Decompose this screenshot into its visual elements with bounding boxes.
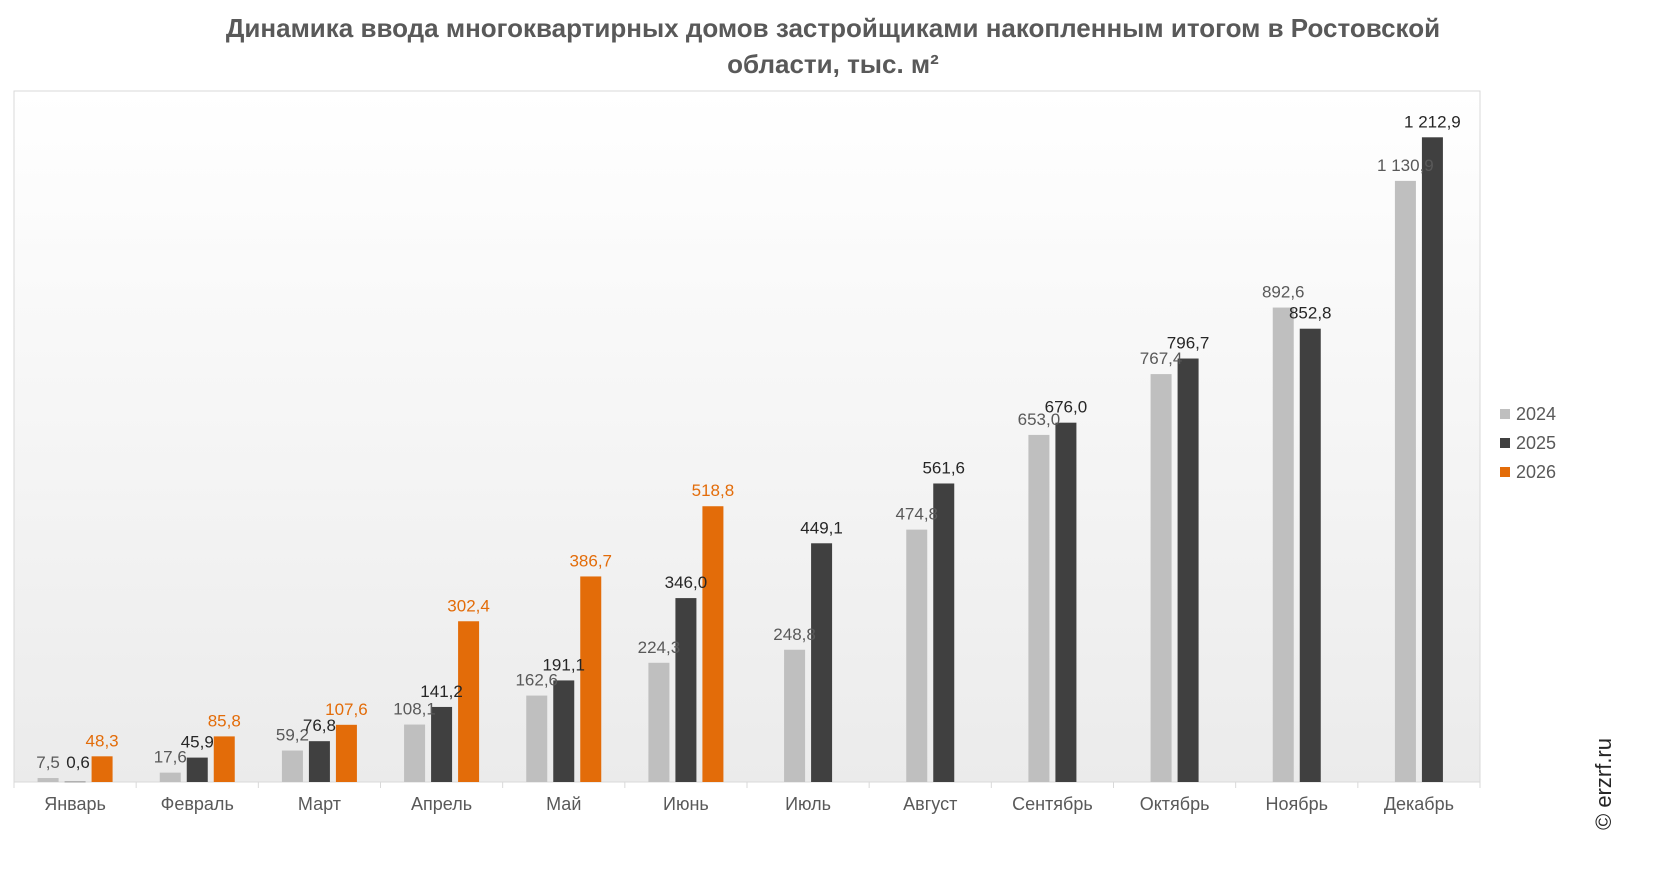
bar-2024 — [526, 695, 548, 782]
bar-2025 — [1177, 358, 1199, 782]
bar-2024 — [159, 772, 181, 782]
data-label-2024: 17,6 — [154, 748, 187, 767]
bar-2025 — [553, 680, 575, 782]
x-axis-labels: Январь Февраль Март Апрель Май Июнь Июль Август… — [44, 794, 1454, 814]
x-tick-label: Май — [546, 794, 581, 814]
bar-2026 — [458, 621, 480, 782]
bar-2025 — [1055, 422, 1077, 782]
data-label-2025: 191,1 — [542, 655, 585, 674]
data-label-2025: 45,9 — [181, 733, 214, 752]
bar-2026 — [702, 506, 724, 782]
data-label-2024: 224,3 — [638, 638, 681, 657]
bar-2024 — [1150, 374, 1172, 782]
bar-2025 — [431, 706, 453, 782]
data-label-2026: 107,6 — [325, 700, 368, 719]
data-label-2025: 449,1 — [800, 518, 843, 537]
data-label-2026: 386,7 — [569, 551, 612, 570]
bar-2025 — [186, 757, 208, 782]
data-label-2026: 518,8 — [692, 481, 735, 500]
bar-2025 — [64, 781, 86, 783]
data-label-2026: 302,4 — [447, 596, 490, 615]
legend-label-2025: 2025 — [1516, 433, 1556, 453]
bar-2024 — [1394, 180, 1416, 782]
data-label-2025: 561,6 — [922, 458, 965, 477]
data-label-2024: 474,8 — [895, 505, 938, 524]
x-tick-label: Октябрь — [1140, 794, 1210, 814]
bar-2026 — [91, 756, 113, 782]
bar-2024 — [784, 649, 806, 782]
x-tick-label: Июль — [785, 794, 831, 814]
bar-2025 — [811, 543, 833, 782]
data-label-2024: 248,8 — [773, 625, 816, 644]
legend-swatch-2024 — [1500, 409, 1510, 419]
x-tick-label: Сентябрь — [1012, 794, 1093, 814]
chart-title: Динамика ввода многоквартирных домов зас… — [0, 10, 1666, 82]
plot-area — [13, 90, 1481, 783]
bar-2025 — [1421, 137, 1443, 782]
data-label-2025: 346,0 — [665, 573, 708, 592]
data-label-2025: 1 212,9 — [1404, 112, 1461, 131]
x-tick-label: Июнь — [663, 794, 709, 814]
data-label-2024: 59,2 — [276, 726, 309, 745]
legend-swatch-2025 — [1500, 438, 1510, 448]
legend: 2024 2025 2026 — [1500, 404, 1556, 482]
bar-2025 — [675, 598, 697, 782]
data-label-2024: 1 130,9 — [1377, 156, 1434, 175]
bar-2024 — [281, 750, 303, 782]
data-label-2024: 892,6 — [1262, 283, 1305, 302]
data-label-2025: 0,6 — [66, 753, 90, 772]
bar-2024 — [1272, 307, 1294, 782]
x-tick-label: Август — [903, 794, 957, 814]
bar-2024 — [37, 778, 59, 782]
legend-label-2026: 2026 — [1516, 462, 1556, 482]
bar-2026 — [213, 736, 235, 782]
data-label-2024: 162,6 — [515, 671, 558, 690]
bar-2025 — [1299, 328, 1321, 782]
data-label-2024: 7,5 — [36, 753, 60, 772]
x-tick-label: Ноябрь — [1266, 794, 1328, 814]
data-label-2026: 85,8 — [208, 711, 241, 730]
watermark-text: © erzrf.ru — [1591, 738, 1616, 830]
x-axis-ticks — [13, 781, 1481, 788]
bar-2024 — [906, 529, 928, 782]
x-tick-label: Февраль — [161, 794, 234, 814]
x-tick-label: Апрель — [411, 794, 472, 814]
data-label-2024: 767,4 — [1140, 349, 1183, 368]
data-label-2026: 48,3 — [86, 731, 119, 750]
bar-2024 — [404, 724, 426, 782]
bars — [37, 137, 1443, 783]
bar-2025 — [933, 483, 955, 782]
data-label-2025: 676,0 — [1045, 398, 1088, 417]
x-tick-label: Март — [298, 794, 341, 814]
bar-2024 — [1028, 434, 1050, 782]
x-tick-label: Декабрь — [1384, 794, 1454, 814]
bar-2025 — [308, 741, 330, 782]
legend-label-2024: 2024 — [1516, 404, 1556, 424]
bar-2024 — [648, 662, 670, 782]
data-label-2024: 653,0 — [1018, 410, 1061, 429]
data-label-2025: 796,7 — [1167, 334, 1210, 353]
chart-title-line-2: области, тыс. м² — [727, 49, 939, 79]
bar-2026 — [335, 724, 357, 782]
data-label-2025: 141,2 — [420, 682, 463, 701]
bar-2026 — [580, 576, 602, 782]
data-label-2024: 108,1 — [393, 700, 436, 719]
data-label-2025: 76,8 — [303, 716, 336, 735]
data-label-2025: 852,8 — [1289, 304, 1332, 323]
chart-title-line-1: Динамика ввода многоквартирных домов зас… — [225, 13, 1441, 43]
x-tick-label: Январь — [44, 794, 106, 814]
legend-swatch-2026 — [1500, 467, 1510, 477]
